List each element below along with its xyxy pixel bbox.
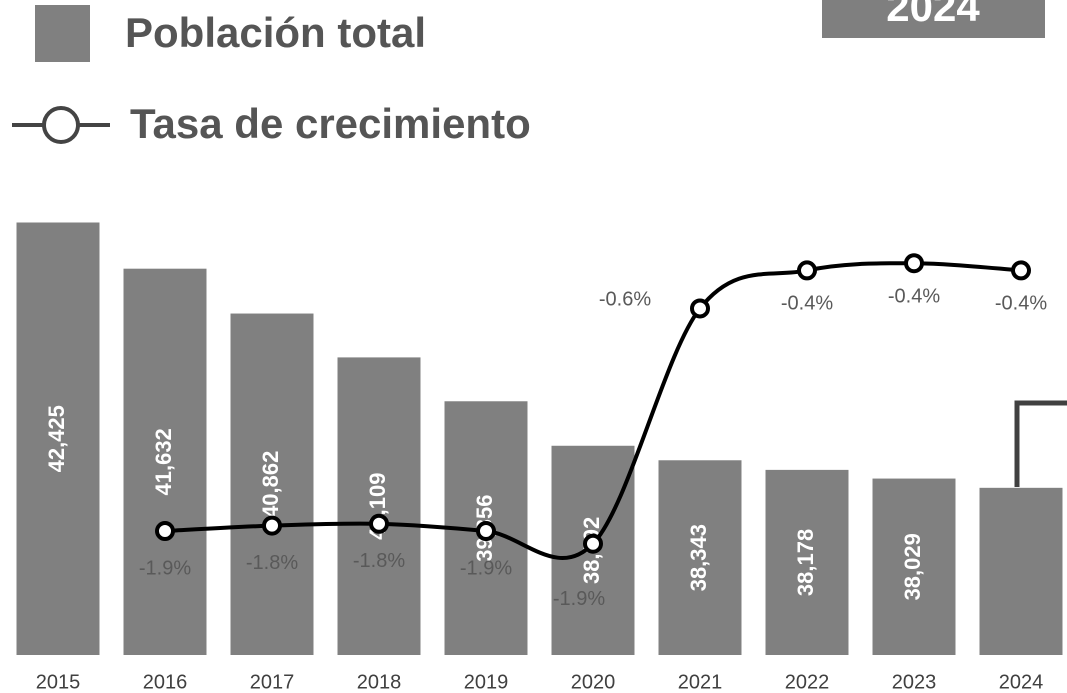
line-value-label: -1.8% bbox=[353, 550, 405, 572]
bar bbox=[658, 460, 742, 655]
bar-value-label: 38,029 bbox=[900, 533, 925, 600]
bar bbox=[872, 478, 956, 655]
line-marker bbox=[155, 521, 175, 542]
legend-label: Tasa de crecimiento bbox=[130, 100, 531, 147]
line-value-label: -1.9% bbox=[460, 557, 512, 579]
bar-value-label: 38,178 bbox=[793, 529, 818, 596]
bar bbox=[765, 469, 849, 655]
x-tick-label: 2018 bbox=[357, 671, 402, 693]
x-tick-label: 2022 bbox=[785, 671, 830, 693]
bar bbox=[979, 487, 1063, 655]
growth-line bbox=[164, 261, 1022, 560]
badge-text: 2024 bbox=[886, 0, 980, 30]
highlight-bracket bbox=[1014, 400, 1067, 487]
x-tick-label: 2017 bbox=[250, 671, 295, 693]
x-tick-label: 2023 bbox=[892, 671, 937, 693]
badge bbox=[822, 0, 1045, 38]
line-marker bbox=[583, 533, 603, 554]
line-value-label: -1.8% bbox=[246, 552, 298, 574]
x-tick-label: 2020 bbox=[571, 671, 616, 693]
x-tick-label: 2019 bbox=[464, 671, 509, 693]
bar-value-label: 40,862 bbox=[258, 451, 283, 518]
bar-value-label: 38,343 bbox=[686, 524, 711, 591]
bar-value-label: 42,425 bbox=[44, 405, 69, 472]
line-marker bbox=[904, 253, 924, 274]
line-value-label: -1.9% bbox=[553, 588, 605, 610]
line-marker bbox=[262, 515, 282, 536]
bar bbox=[16, 222, 100, 655]
bar bbox=[337, 357, 421, 655]
bar bbox=[123, 268, 207, 655]
x-tick-label: 2021 bbox=[678, 671, 723, 693]
line-value-label: -1.9% bbox=[139, 557, 191, 579]
line-marker bbox=[369, 513, 389, 534]
line-marker bbox=[1011, 260, 1031, 281]
legend-label: Población total bbox=[125, 9, 426, 56]
legend-marker bbox=[42, 106, 80, 144]
legend-bar-swatch bbox=[35, 5, 90, 62]
bar-value-label: 41,632 bbox=[151, 428, 176, 495]
line-marker bbox=[690, 298, 710, 319]
bar bbox=[230, 313, 314, 655]
x-tick-label: 2016 bbox=[143, 671, 188, 693]
line-value-label: -0.4% bbox=[888, 285, 940, 307]
x-tick-label: 2024 bbox=[999, 671, 1044, 693]
line-value-label: -0.6% bbox=[599, 289, 651, 311]
line-marker bbox=[797, 260, 817, 281]
line-value-label: -0.4% bbox=[781, 293, 833, 315]
x-tick-label: 2015 bbox=[36, 671, 81, 693]
line-marker bbox=[476, 521, 496, 542]
line-value-label: -0.4% bbox=[995, 293, 1047, 315]
